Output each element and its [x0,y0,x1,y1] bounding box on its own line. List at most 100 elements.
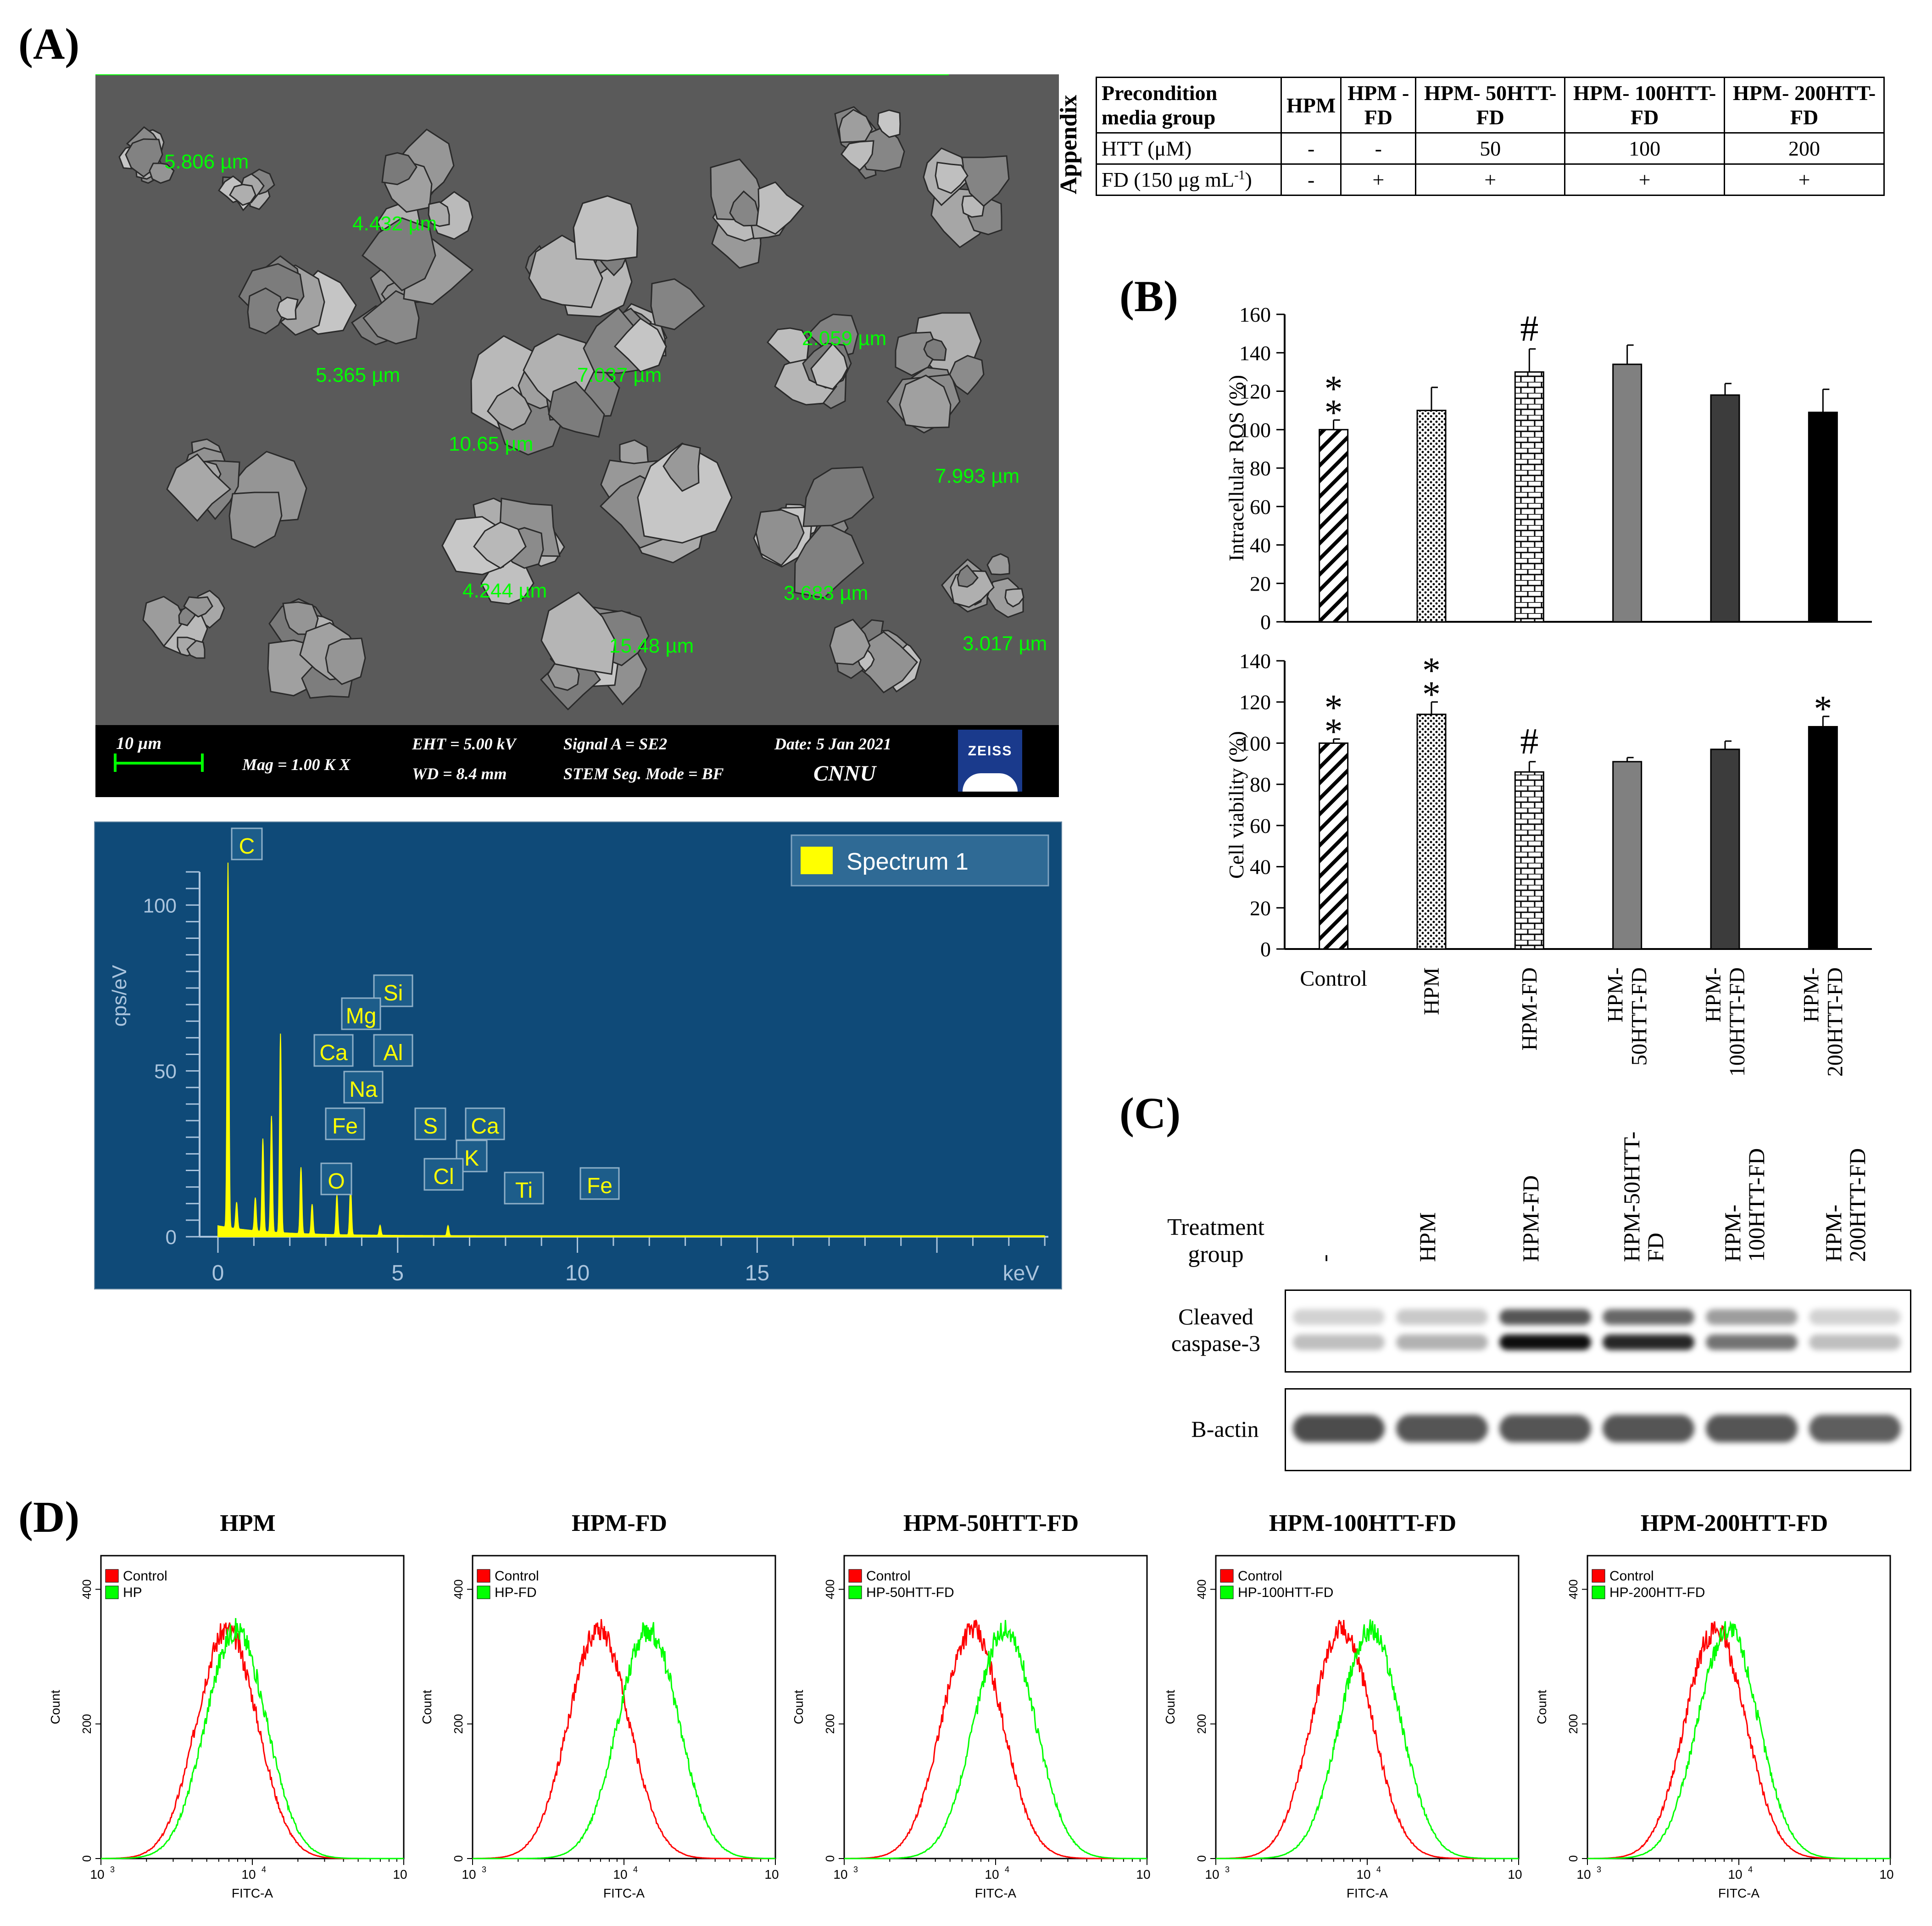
y-tick-label: 20 [1250,572,1271,595]
table-cell: Precondition media group [1096,77,1282,134]
flow-histogram-curve [844,1620,1147,1859]
blot-band [1499,1309,1591,1325]
flow-x-label: FITC-A [975,1886,1017,1900]
eds-y-tick: 0 [166,1226,177,1249]
beta-actin-label: B-actin [1191,1416,1259,1442]
eds-element-label: Fe [332,1114,358,1139]
cleaved-caspase-label: Cleaved caspase-3 [1171,1304,1261,1356]
sem-eht: EHT = 5.00 kV [412,735,516,753]
table-cell: HPM- 200HTT-FD [1724,77,1885,134]
treatment-group-label: Treatment group [1167,1214,1264,1267]
flow-y-label: Count [420,1690,434,1724]
blot-band [1293,1415,1385,1442]
eds-element-label: Mg [346,1004,377,1028]
bar [1319,742,1349,950]
sem-scale-label: 10 µm [116,734,161,753]
x-tick-label: HPM-FD [1517,967,1542,1050]
panel-label-c: (C) [1119,1089,1181,1138]
flow-legend-control: Control [1238,1569,1282,1584]
y-tick-label: 60 [1250,495,1271,519]
blot-band [1706,1309,1798,1325]
sem-measurement-label: 4.432 µm [352,212,437,235]
flow-y-tick: 200 [823,1714,837,1734]
blot-band [1809,1309,1901,1325]
sem-measurement-label: 5.806 µm [164,151,249,173]
flow-histogram-curve [1587,1620,1890,1859]
table-cell: FD (150 μg mL-1) [1096,163,1282,196]
bar [1808,412,1838,623]
y-tick-label: 40 [1250,855,1271,879]
table-row: FD (150 μg mL-1) - + + + + [1096,163,1885,196]
eds-element-label: Cl [433,1165,454,1189]
blot-band [1809,1415,1901,1442]
x-tick-label: HPM- [1604,967,1628,1022]
bar [1612,761,1642,950]
eds-x-label: keV [1003,1261,1040,1285]
flow-y-tick: 400 [80,1580,94,1599]
y-tick-label: 100 [1239,731,1271,755]
bar [1808,726,1838,950]
sem-measurement-label: 2.059 µm [802,327,886,350]
flow-histogram-curve [844,1619,1147,1859]
flow-panel-title: HPM-FD [572,1510,667,1536]
flow-x-tick-sup: 4 [262,1865,266,1874]
eds-spectrum-trace [217,862,1046,1237]
table-cell: + [1415,163,1566,196]
flow-x-tick-sup: 4 [1376,1865,1381,1874]
flow-histogram-curve [1216,1620,1519,1859]
blot-band [1293,1334,1385,1350]
flow-y-tick: 0 [823,1855,837,1862]
bar [1710,394,1740,623]
flow-histogram-panel: HPM-100HTT-FD0200400103104105FITC-ACount… [1156,1510,1528,1914]
y-tick-label: 100 [1239,418,1271,441]
flow-x-tick-sup: 4 [1748,1865,1753,1874]
table-cell: 50 [1415,132,1566,165]
bar [1319,429,1349,623]
y-tick-label: 0 [1260,938,1271,961]
flow-x-tick: 10 [1356,1867,1370,1881]
y-tick-label: 140 [1239,341,1271,365]
flow-x-tick-sup: 4 [633,1865,638,1874]
eds-element-label: Al [384,1041,403,1065]
annotation-mark: * [1422,651,1441,691]
y-tick-label: 20 [1250,896,1271,920]
flow-x-tick-sup: 3 [482,1865,486,1874]
appendix-label: Appendix [1056,95,1082,195]
y-tick-label: 160 [1239,303,1271,326]
actin-blot-strip [1285,1388,1911,1471]
ros-bar-chart: 0 20 40 60 80 100 120 140 160 Intracellular ROS (… [1225,303,1872,633]
table-cell: - [1280,132,1342,165]
treatment-group-name: HPM- 100HTT-FD [1720,1148,1769,1262]
table-cell: + [1564,163,1726,196]
panel-label-d: (D) [18,1492,80,1541]
table-cell: HPM- 50HTT-FD [1415,77,1566,134]
panel-label-b: (B) [1119,272,1178,321]
flow-y-tick: 200 [451,1714,465,1734]
flow-panel-title: HPM-100HTT-FD [1269,1510,1457,1536]
flow-legend-sample: HP [123,1585,142,1600]
table-cell: 200 [1724,132,1885,165]
sem-measurement-label: 7.993 µm [935,465,1019,487]
eds-element-label: Ca [319,1041,348,1065]
treatment-group-name: HPM [1414,1212,1440,1262]
flow-x-tick: 10 [1576,1867,1591,1881]
flow-y-tick: 0 [80,1855,94,1862]
flow-y-tick: 400 [451,1580,465,1599]
flow-legend-control: Control [495,1569,539,1584]
table-cell: 100 [1564,132,1726,165]
y-tick-label: 80 [1250,457,1271,480]
flow-x-tick-sup: 3 [110,1865,115,1874]
sem-date: Date: 5 Jan 2021 [774,735,891,753]
eds-element-label: Si [384,981,403,1005]
sem-measurement-label: 5.365 µm [316,364,400,386]
flow-y-tick: 200 [1566,1714,1580,1734]
flow-x-label: FITC-A [232,1886,273,1900]
fd-sup: -1 [1234,168,1245,183]
flow-x-tick-sup: 3 [1225,1865,1230,1874]
eds-element-label: O [328,1169,345,1194]
x-tick-label: HPM- [1799,967,1823,1022]
bar [1514,371,1544,623]
flow-x-tick: 10 [1136,1867,1150,1881]
sem-measurement-label: 3.683 µm [784,582,868,604]
